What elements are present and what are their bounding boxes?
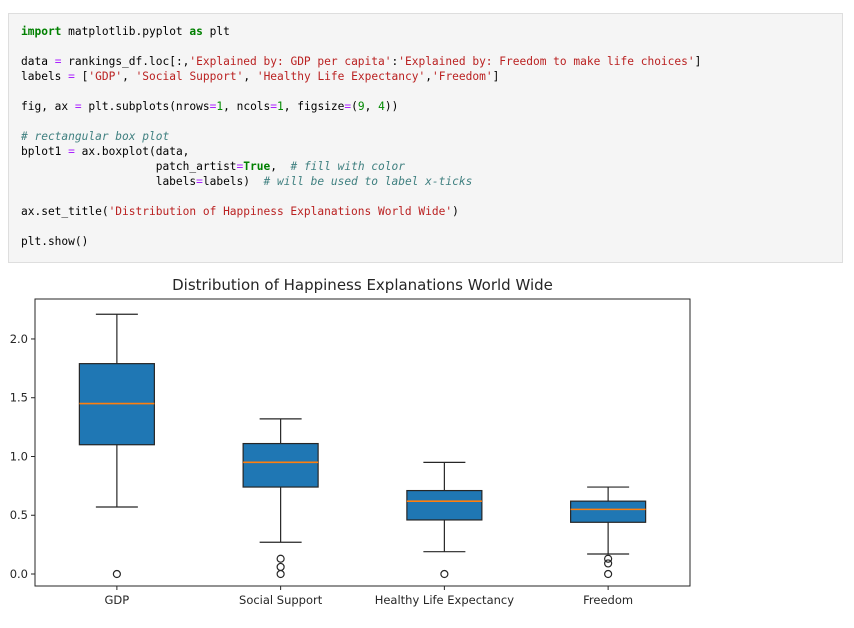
boxplot-chart: Distribution of Happiness Explanations W… [10,276,691,607]
code-line: bplot1 = ax.boxplot(data, [21,145,190,158]
chart-title: Distribution of Happiness Explanations W… [172,276,553,294]
x-tick-label-freedom: Freedom [583,593,633,607]
code-line [21,84,830,99]
y-tick-label: 2.0 [10,332,28,346]
code-line [21,114,830,129]
x-tick-label-social-support: Social Support [239,593,323,607]
box-social-support [242,442,319,488]
x-tick-label-healthy-life-expectancy: Healthy Life Expectancy [375,593,515,607]
code-line: labels = ['GDP', 'Social Support', 'Heal… [21,70,500,83]
code-editor[interactable]: import matplotlib.pyplot as plt data = r… [9,14,842,259]
code-line: plt.show() [21,235,89,248]
outlier-healthy-life-expectancy [440,569,449,579]
code-line: # rectangular box plot [21,130,170,143]
figure-output: Distribution of Happiness Explanations W… [0,270,854,628]
code-line: fig, ax = plt.subplots(nrows=1, ncols=1,… [21,100,399,113]
code-line [21,219,830,234]
code-line: data = rankings_df.loc[:,'Explained by: … [21,55,702,68]
code-cell[interactable]: import matplotlib.pyplot as plt data = r… [8,13,843,263]
code-line: patch_artist=True, # fill with color [21,160,405,173]
code-line: import matplotlib.pyplot as plt [21,25,230,38]
outlier-freedom [604,554,613,563]
y-tick-label: 1.0 [10,449,28,463]
code-line [21,39,830,54]
code-line: ax.set_title('Distribution of Happiness … [21,205,459,218]
outlier-social-support [276,569,285,579]
outlier-freedom [604,569,613,579]
y-tick-label: 1.5 [10,391,28,405]
box-freedom [570,500,647,523]
outlier-freedom [604,559,613,568]
box-healthy-life-expectancy [406,489,483,521]
x-tick-label-gdp: GDP [105,593,130,607]
y-tick-label: 0.0 [10,567,28,581]
code-line [21,189,830,204]
outlier-gdp [112,569,121,579]
y-tick-label: 0.5 [10,508,28,522]
code-line: labels=labels) # will be used to label x… [21,175,473,188]
outlier-social-support [276,554,285,563]
